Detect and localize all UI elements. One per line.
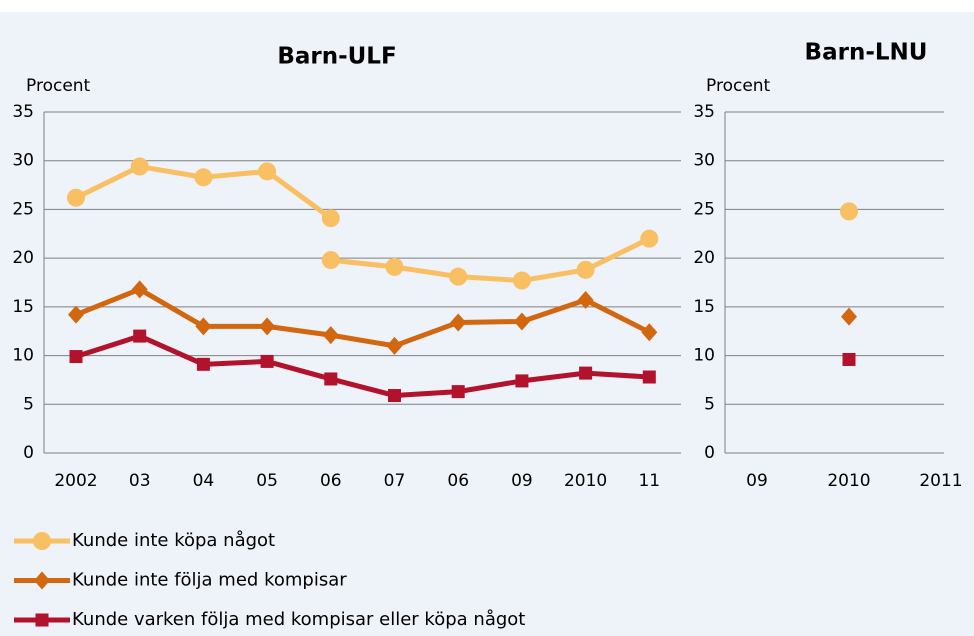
data-point <box>321 251 340 270</box>
data-point <box>579 366 593 380</box>
data-point <box>259 317 276 336</box>
y-tick-label: 15 <box>693 297 715 317</box>
data-point <box>640 229 659 248</box>
data-point <box>512 271 531 290</box>
data-point <box>577 291 594 310</box>
legend-label: Kunde inte köpa något <box>72 530 275 551</box>
x-tick-label: 2002 <box>54 471 97 491</box>
data-point <box>324 372 338 386</box>
legend-marker <box>33 532 51 550</box>
x-tick-label: 05 <box>256 471 278 491</box>
x-tick-label: 09 <box>746 471 768 491</box>
y-tick-label: 35 <box>693 102 715 122</box>
chart-title: Barn-LNU <box>805 40 928 66</box>
data-point <box>321 209 340 228</box>
data-point <box>130 157 149 176</box>
x-tick-label: 2010 <box>827 471 870 491</box>
data-point <box>449 267 468 286</box>
data-point <box>515 374 529 388</box>
data-point <box>642 370 656 384</box>
legend-label: Kunde varken följa med kompisar eller kö… <box>72 609 525 630</box>
y-tick-label: 25 <box>693 199 715 219</box>
x-tick-label: 04 <box>193 471 215 491</box>
data-point <box>641 323 658 342</box>
data-point <box>131 280 148 299</box>
data-point <box>195 317 212 336</box>
data-point <box>260 354 274 368</box>
y-tick-label: 35 <box>12 102 34 122</box>
y-axis-label: Procent <box>26 76 91 96</box>
y-tick-label: 20 <box>693 248 715 268</box>
data-point <box>133 329 147 343</box>
y-tick-label: 15 <box>12 297 34 317</box>
x-tick-label: 06 <box>447 471 469 491</box>
data-point <box>69 350 83 364</box>
data-point <box>576 260 595 279</box>
data-point <box>388 389 401 403</box>
y-tick-label: 5 <box>23 394 34 414</box>
x-tick-label: 07 <box>384 471 406 491</box>
data-point <box>322 326 339 345</box>
y-tick-label: 0 <box>704 443 715 463</box>
y-tick-label: 0 <box>23 443 34 463</box>
x-tick-label: 11 <box>638 471 660 491</box>
series-line <box>330 236 651 284</box>
data-point <box>385 257 404 276</box>
data-point <box>258 162 277 181</box>
data-point <box>842 352 856 366</box>
data-point <box>68 305 84 324</box>
data-point <box>841 307 857 326</box>
x-tick-label: 2010 <box>564 471 607 491</box>
data-point <box>194 168 213 187</box>
legend-marker <box>34 571 50 590</box>
chart-title: Barn-ULF <box>277 44 396 70</box>
series-line <box>75 333 650 399</box>
data-point <box>386 336 403 355</box>
data-point <box>513 312 530 331</box>
y-tick-label: 5 <box>704 394 715 414</box>
y-tick-label: 20 <box>12 248 34 268</box>
y-tick-label: 30 <box>12 151 34 171</box>
data-point <box>450 313 467 332</box>
data-point <box>840 202 858 221</box>
y-axis-label: Procent <box>706 76 771 96</box>
data-point <box>196 357 210 371</box>
x-tick-label: 2011 <box>919 471 962 491</box>
x-tick-label: 09 <box>511 471 533 491</box>
y-tick-label: 10 <box>693 346 715 366</box>
y-tick-label: 25 <box>12 199 34 219</box>
data-point <box>451 385 465 399</box>
x-tick-label: 06 <box>320 471 342 491</box>
legend-marker <box>35 613 49 627</box>
legend-label: Kunde inte följa med kompisar <box>72 570 347 591</box>
y-tick-label: 30 <box>693 151 715 171</box>
y-tick-label: 10 <box>12 346 34 366</box>
data-point <box>67 188 85 207</box>
x-tick-label: 03 <box>129 471 151 491</box>
series-line <box>75 286 651 349</box>
